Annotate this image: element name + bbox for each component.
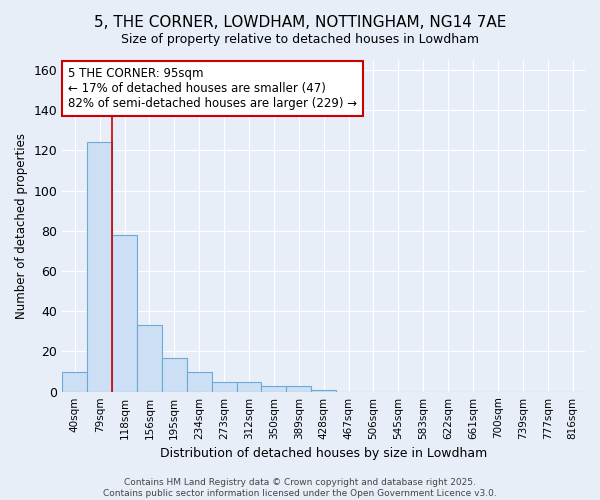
Bar: [162, 358, 187, 392]
X-axis label: Distribution of detached houses by size in Lowdham: Distribution of detached houses by size …: [160, 447, 487, 460]
Text: Size of property relative to detached houses in Lowdham: Size of property relative to detached ho…: [121, 32, 479, 46]
Bar: [236, 382, 262, 392]
Bar: [112, 235, 137, 392]
Bar: [87, 142, 112, 392]
Bar: [62, 372, 87, 392]
Bar: [286, 386, 311, 392]
Bar: [311, 390, 336, 392]
Bar: [137, 326, 162, 392]
Y-axis label: Number of detached properties: Number of detached properties: [15, 133, 28, 319]
Text: 5 THE CORNER: 95sqm
← 17% of detached houses are smaller (47)
82% of semi-detach: 5 THE CORNER: 95sqm ← 17% of detached ho…: [68, 66, 356, 110]
Bar: [262, 386, 286, 392]
Bar: [212, 382, 236, 392]
Text: 5, THE CORNER, LOWDHAM, NOTTINGHAM, NG14 7AE: 5, THE CORNER, LOWDHAM, NOTTINGHAM, NG14…: [94, 15, 506, 30]
Text: Contains HM Land Registry data © Crown copyright and database right 2025.
Contai: Contains HM Land Registry data © Crown c…: [103, 478, 497, 498]
Bar: [187, 372, 212, 392]
